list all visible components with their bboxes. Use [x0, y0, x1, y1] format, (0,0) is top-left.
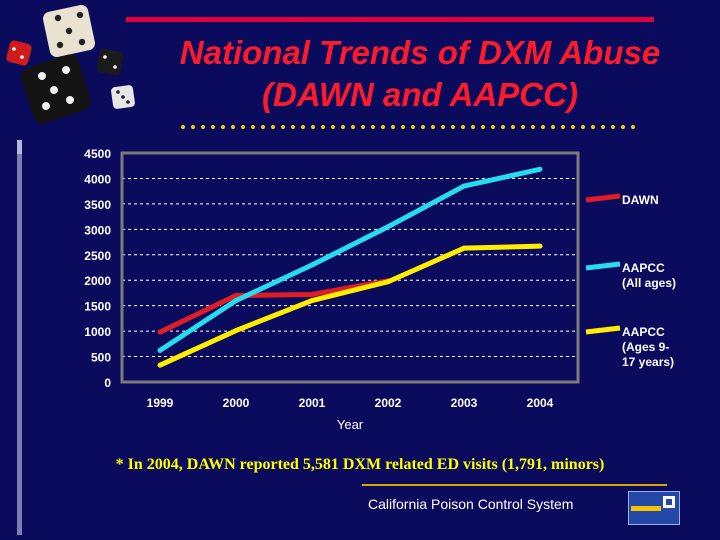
- logo-mark-icon: [663, 496, 675, 508]
- legend-label-2: (Ages 9-: [622, 340, 669, 354]
- series-point-2: [537, 243, 543, 249]
- series-point-1: [461, 183, 467, 189]
- left-rule: [17, 143, 22, 535]
- series-point-2: [461, 245, 467, 251]
- legend-swatch-1: [585, 261, 621, 271]
- series-point-2: [309, 298, 315, 304]
- cpcs-logo: [628, 491, 680, 525]
- y-tick-label: 2000: [84, 274, 111, 288]
- x-tick-label: 2000: [223, 396, 250, 410]
- x-tick-label: 2002: [375, 396, 402, 410]
- slide-title: National Trends of DXM Abuse (DAWN and A…: [120, 32, 720, 116]
- series-point-1: [309, 262, 315, 268]
- legend-label-2: 17 years): [622, 355, 674, 369]
- y-tick-label: 2500: [84, 249, 111, 263]
- legend-label-1: (All ages): [622, 276, 676, 290]
- series-point-0: [233, 292, 239, 298]
- y-tick-label: 3000: [84, 223, 111, 237]
- series-line-2: [158, 243, 541, 368]
- series-line-0: [158, 278, 389, 335]
- legend-label-0: DAWN: [622, 193, 659, 207]
- y-tick-label: 1000: [84, 325, 111, 339]
- title-line-1: National Trends of DXM Abuse: [179, 34, 661, 71]
- x-axis-label: Year: [337, 417, 364, 432]
- series-point-2: [233, 328, 239, 334]
- series-point-1: [537, 166, 543, 172]
- series-point-1: [385, 224, 391, 230]
- y-tick-label: 0: [104, 376, 111, 390]
- dice-image: [6, 5, 135, 124]
- footnote: * In 2004, DAWN reported 5,581 DXM relat…: [115, 456, 605, 473]
- plot-area-border: [120, 151, 580, 384]
- footer-organization: California Poison Control System: [368, 496, 574, 512]
- x-tick-label: 2001: [299, 396, 326, 410]
- y-tick-label: 1500: [84, 300, 111, 314]
- series-point-1: [233, 298, 239, 304]
- x-tick-label: 2004: [527, 396, 554, 410]
- series-point-2: [157, 362, 163, 368]
- left-rule-tip: [17, 140, 22, 154]
- x-tick-label: 1999: [147, 396, 174, 410]
- legend-label-1: AAPCC: [622, 261, 665, 275]
- series-point-0: [157, 329, 163, 335]
- dotted-divider: [178, 124, 638, 130]
- y-tick-label: 500: [91, 351, 111, 365]
- footer-divider: [362, 484, 667, 486]
- title-line-2: (DAWN and AAPCC): [262, 76, 578, 113]
- series-point-0: [309, 291, 315, 297]
- logo-stripe: [631, 506, 661, 511]
- legend-swatch-0: [585, 193, 621, 203]
- legend-label-2: AAPCC: [622, 325, 665, 339]
- y-tick-label: 4500: [84, 147, 111, 161]
- title-accent-bar: [126, 17, 654, 22]
- series-point-2: [385, 279, 391, 285]
- series-line-1: [158, 166, 541, 353]
- series-point-1: [157, 347, 163, 353]
- y-tick-label: 4000: [84, 172, 111, 186]
- x-tick-label: 2003: [451, 396, 478, 410]
- legend-swatch-2: [585, 325, 621, 335]
- y-tick-label: 3500: [84, 198, 111, 212]
